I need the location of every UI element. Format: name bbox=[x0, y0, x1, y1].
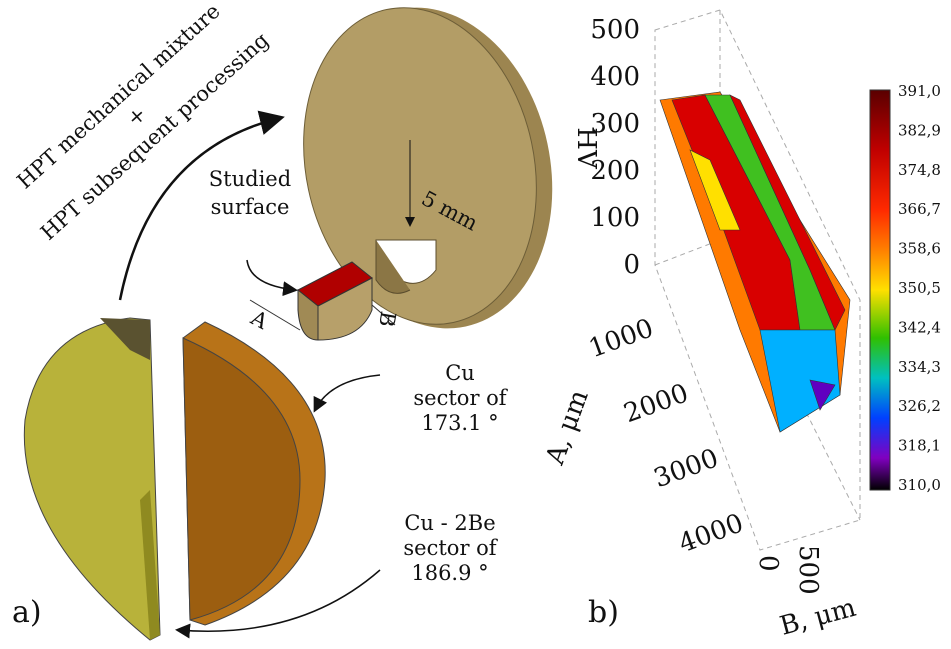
z-tick-label: 300 bbox=[590, 109, 640, 139]
cube-label: 186.9 ° bbox=[411, 561, 488, 585]
colorbar-label: 310,0 bbox=[898, 476, 941, 494]
b-tick-label: 500 bbox=[793, 545, 823, 595]
colorbar-label: 374,8 bbox=[898, 161, 941, 179]
z-tick-label: 400 bbox=[590, 62, 640, 92]
b-tick-label: 0 bbox=[753, 555, 783, 572]
a-tick-label: 2000 bbox=[620, 378, 692, 429]
colorbar-label: 342,4 bbox=[898, 318, 941, 336]
arrow bbox=[315, 375, 380, 410]
colorbar-label: 366,7 bbox=[898, 200, 941, 218]
dim-b: B bbox=[374, 309, 400, 328]
z-tick-label: 0 bbox=[623, 250, 640, 280]
figure: HPT mechanical mixture + HPT subsequent … bbox=[0, 0, 951, 649]
colorbar-label: 391,0 bbox=[898, 82, 941, 100]
cu-label: 173.1 ° bbox=[421, 411, 498, 435]
cu-label: Cu bbox=[445, 361, 475, 385]
cube-label: sector of bbox=[403, 536, 498, 560]
cu-label: sector of bbox=[413, 386, 508, 410]
surface bbox=[660, 92, 850, 432]
a-axis-title: A, μm bbox=[540, 386, 595, 469]
colorbar-label: 382,9 bbox=[898, 121, 941, 139]
colorbar-label: 334,3 bbox=[898, 358, 941, 376]
colorbar-label: 358,6 bbox=[898, 240, 941, 258]
studied-surface: Studied bbox=[209, 167, 291, 191]
a-tick-label: 4000 bbox=[675, 508, 747, 559]
z-tick-label: 200 bbox=[590, 156, 640, 186]
studied-surface: surface bbox=[211, 195, 290, 219]
z-tick-label: 100 bbox=[590, 203, 640, 233]
panel-label: a) bbox=[12, 595, 42, 630]
b-axis-title: B, μm bbox=[777, 593, 859, 642]
colorbar-label: 318,1 bbox=[898, 437, 941, 455]
colorbar-label: 350,5 bbox=[898, 279, 941, 297]
dim-a: A bbox=[246, 305, 272, 334]
cube-label: Cu - 2Be bbox=[404, 511, 495, 535]
a-tick-label: 3000 bbox=[650, 443, 722, 494]
sectors bbox=[24, 318, 325, 640]
a-tick-label: 1000 bbox=[585, 313, 657, 364]
z-tick-label: 500 bbox=[590, 15, 640, 45]
colorbar bbox=[870, 90, 890, 490]
panel-label: b) bbox=[588, 595, 619, 630]
colorbar-label: 326,2 bbox=[898, 397, 941, 415]
